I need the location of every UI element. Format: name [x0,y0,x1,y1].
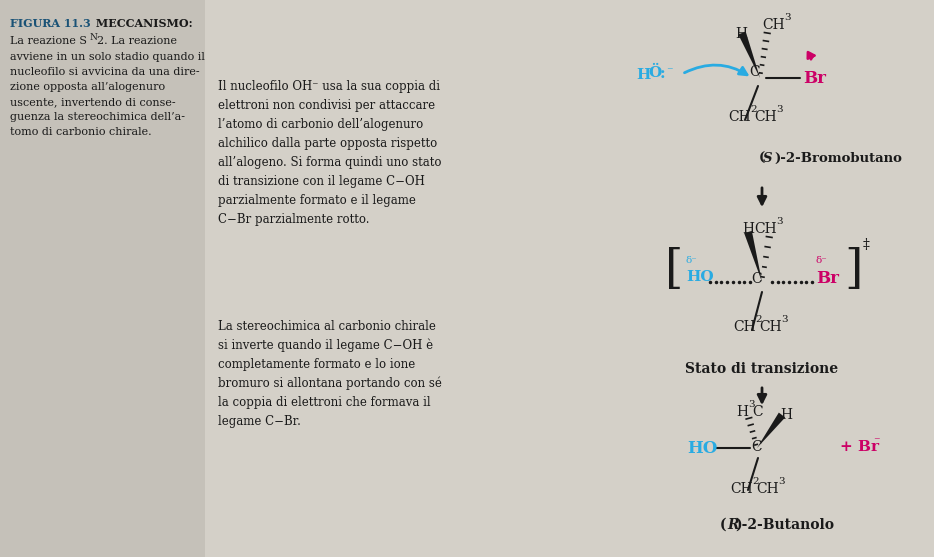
Text: H: H [636,68,650,82]
Bar [0,0,205,557]
Text: nucleofilo si avvicina da una dire-: nucleofilo si avvicina da una dire- [10,67,200,77]
Text: Il nucleofilo OH⁻ usa la sua coppia di: Il nucleofilo OH⁻ usa la sua coppia di [218,80,440,93]
Text: δ⁻: δ⁻ [686,256,698,265]
Text: (: ( [758,152,765,165]
FancyArrowPatch shape [808,52,814,60]
Text: Ö: Ö [648,66,661,80]
Polygon shape [738,32,760,78]
Text: alchilico dalla parte opposta rispetto: alchilico dalla parte opposta rispetto [218,137,437,150]
Text: 2. La reazione: 2. La reazione [97,36,177,46]
Text: ⁻: ⁻ [666,65,672,78]
Text: CH: CH [754,110,777,124]
Text: Stato di transizione: Stato di transizione [686,362,839,376]
Text: ]: ] [844,248,862,294]
Text: elettroni non condivisi per attaccare: elettroni non condivisi per attaccare [218,99,435,112]
Text: uscente, invertendo di conse-: uscente, invertendo di conse- [10,97,176,107]
Text: C: C [750,65,760,79]
Text: all’alogeno. Si forma quindi uno stato: all’alogeno. Si forma quindi uno stato [218,156,442,169]
Text: CH: CH [762,18,785,32]
Text: guenza la stereochimica dell’a-: guenza la stereochimica dell’a- [10,112,185,122]
Text: CH: CH [756,482,779,496]
Text: 3: 3 [784,13,790,22]
Text: ⁻: ⁻ [873,435,880,448]
Text: 2: 2 [755,315,761,324]
Text: la coppia di elettroni che formava il: la coppia di elettroni che formava il [218,396,431,409]
Text: CH: CH [754,222,777,236]
Polygon shape [757,413,785,448]
Text: Br: Br [803,70,826,87]
Text: + Br: + Br [840,440,879,454]
Text: CH: CH [759,320,782,334]
Text: CH: CH [733,320,756,334]
Text: CH: CH [728,110,751,124]
Text: C: C [752,272,762,286]
Text: Br: Br [816,270,839,287]
Text: C: C [752,405,763,419]
Text: FIGURA 11.3: FIGURA 11.3 [10,18,91,29]
Text: HO: HO [687,440,717,457]
Text: H: H [736,405,748,419]
Text: zione opposta all’alogenuro: zione opposta all’alogenuro [10,82,165,92]
Text: legame C−Br.: legame C−Br. [218,415,301,428]
Text: 3: 3 [776,217,783,226]
Text: MECCANISMO:: MECCANISMO: [92,18,192,29]
Text: avviene in un solo stadio quando il: avviene in un solo stadio quando il [10,52,205,62]
Polygon shape [744,231,762,282]
Text: parzialmente formato e il legame: parzialmente formato e il legame [218,194,416,207]
Text: C−Br parzialmente rotto.: C−Br parzialmente rotto. [218,213,370,226]
Text: CH: CH [730,482,753,496]
FancyArrowPatch shape [685,65,747,75]
Text: (: ( [720,518,727,532]
Text: tomo di carbonio chirale.: tomo di carbonio chirale. [10,127,151,137]
Text: δ⁻: δ⁻ [815,256,827,265]
Text: S: S [763,152,772,165]
Text: H: H [742,222,754,236]
Text: 3: 3 [776,105,783,114]
Text: si inverte quando il legame C−OH è: si inverte quando il legame C−OH è [218,339,433,353]
Text: La stereochimica al carbonio chirale: La stereochimica al carbonio chirale [218,320,436,333]
Text: La reazione S: La reazione S [10,36,87,46]
Text: 3: 3 [778,477,785,486]
Text: ‡: ‡ [863,238,870,252]
Text: l’atomo di carbonio dell’alogenuro: l’atomo di carbonio dell’alogenuro [218,118,423,131]
Text: 3: 3 [748,400,755,409]
Text: completamente formato e lo ione: completamente formato e lo ione [218,358,416,371]
Text: di transizione con il legame C−OH: di transizione con il legame C−OH [218,175,425,188]
Text: R: R [727,518,739,532]
Text: )-2-Bromobutano: )-2-Bromobutano [774,152,902,165]
Text: 2: 2 [750,105,757,114]
Text: HO: HO [686,270,714,284]
Text: [: [ [665,248,684,294]
Text: C: C [752,440,762,454]
Text: H: H [780,408,792,422]
Text: N: N [90,33,98,42]
Text: :: : [660,67,666,81]
Text: )-2-Butanolo: )-2-Butanolo [735,518,834,532]
Text: H: H [735,27,747,41]
Text: bromuro si allontana portando con sé: bromuro si allontana portando con sé [218,377,442,390]
Text: 3: 3 [781,315,787,324]
Text: 2: 2 [752,477,758,486]
